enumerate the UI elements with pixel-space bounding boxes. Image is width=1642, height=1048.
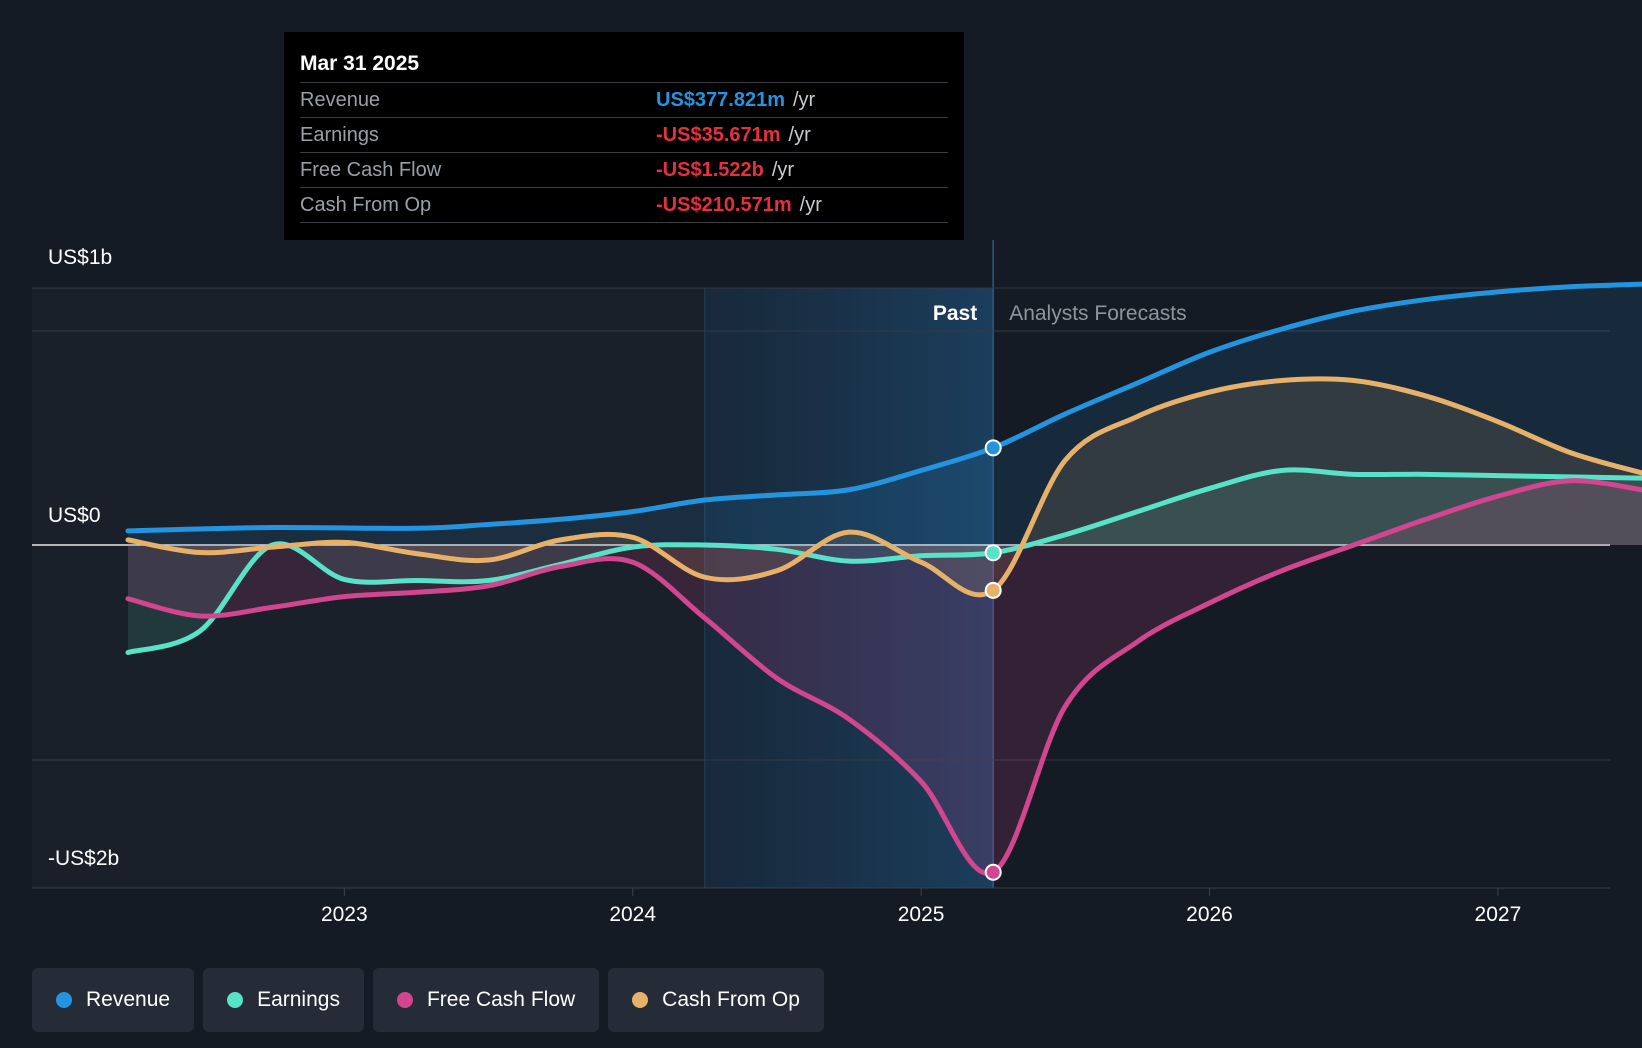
x-tick-label: 2027 (1475, 903, 1522, 926)
tooltip-unit: /yr (788, 124, 811, 146)
axis-labels: US$1b US$0 -US$2b 2023 2024 2025 2026 2027 Past A… (48, 246, 1521, 926)
y-tick-label: -US$2b (48, 847, 119, 870)
x-tick-label: 2024 (609, 903, 656, 926)
tooltip-value: US$377.821m (656, 89, 785, 111)
marker-cash-from-op (984, 581, 1002, 599)
legend-label: Revenue (86, 988, 171, 1011)
tooltip: Mar 31 2025 Revenue US$377.821m /yr Earn… (284, 32, 964, 240)
legend-dot-icon (56, 992, 72, 1008)
area-cash-from-op (128, 378, 1642, 595)
x-tick-label: 2023 (321, 903, 368, 926)
marker-earnings (984, 544, 1002, 562)
tooltip-value: -US$1.522b (656, 159, 764, 181)
tooltip-row-cash-from-op: Cash From Op -US$210.571m /yr (300, 187, 948, 223)
legend-dot-icon (632, 992, 649, 1008)
line-cash-from-op (125, 376, 1642, 598)
x-tick-label: 2025 (898, 903, 945, 926)
tooltip-row-revenue: Revenue US$377.821m /yr (300, 82, 948, 117)
tooltip-value: -US$210.571m (656, 194, 792, 216)
area-revenue (128, 284, 1642, 545)
tooltip-unit: /yr (771, 159, 795, 181)
line-free-cash-flow (125, 478, 1642, 877)
tooltip-row-earnings: Earnings -US$35.671m /yr (300, 117, 948, 152)
line-revenue (125, 281, 1642, 534)
legend-item-earnings[interactable]: Earnings (203, 968, 364, 1032)
legend-item-cash-from-op[interactable]: Cash From Op (608, 968, 824, 1032)
marker-revenue (984, 439, 1002, 457)
tooltip-unit: /yr (799, 194, 822, 216)
area-earnings (128, 469, 1642, 653)
y-tick-label: US$1b (48, 246, 112, 269)
legend-item-revenue[interactable]: Revenue (32, 968, 195, 1032)
legend: Revenue Earnings Free Cash Flow Cash Fro… (32, 968, 824, 1032)
legend-label: Earnings (257, 988, 340, 1011)
line-earnings (125, 467, 1642, 655)
legend-dot-icon (227, 992, 244, 1008)
forecast-label: Analysts Forecasts (1009, 302, 1186, 325)
series-lines (125, 281, 1642, 877)
tooltip-value: -US$35.671m (656, 124, 781, 146)
tooltip-label: Earnings (300, 124, 379, 146)
marker-free-cash-flow (984, 863, 1002, 881)
tooltip-label: Revenue (300, 89, 381, 111)
legend-label: Cash From Op (662, 988, 800, 1011)
tooltip-label: Cash From Op (300, 194, 432, 216)
y-tick-label: US$0 (48, 504, 101, 527)
legend-label: Free Cash Flow (426, 988, 576, 1011)
highlight-band (704, 288, 994, 888)
tooltip-unit: /yr (792, 89, 816, 111)
chart-background (32, 240, 994, 888)
past-label: Past (933, 302, 977, 325)
past-background (32, 288, 705, 888)
x-tick-label: 2026 (1186, 903, 1233, 926)
tooltip-date: Mar 31 2025 (300, 52, 420, 75)
tooltip-markers (984, 439, 1002, 881)
legend-item-free-cash-flow[interactable]: Free Cash Flow (372, 968, 600, 1032)
legend-dot-icon (396, 992, 413, 1008)
tooltip-row-free-cash-flow: Free Cash Flow -US$1.522b /yr (300, 152, 948, 187)
tooltip-label: Free Cash Flow (300, 159, 442, 181)
